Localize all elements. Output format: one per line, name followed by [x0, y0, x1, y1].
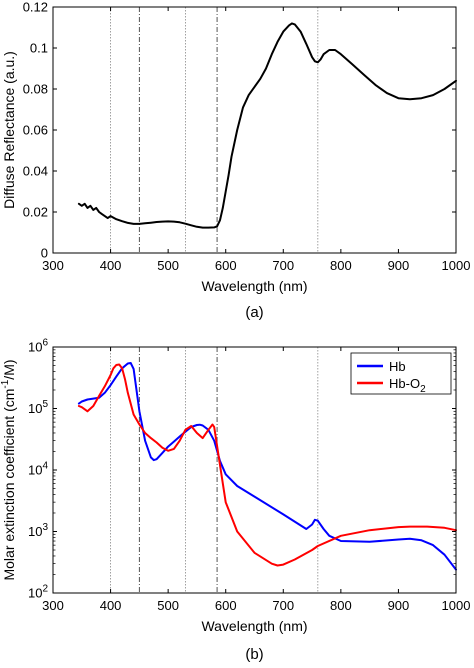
panel-b-y-ticks: 102 103 104 105 106 — [28, 338, 456, 601]
x-tick-label: 500 — [157, 258, 179, 273]
legend-box — [350, 352, 452, 395]
panel-a-x-ticks: 300 400 500 600 700 800 900 1000 — [42, 7, 470, 273]
y-tick-label: 0.06 — [23, 123, 48, 138]
x-tick-label: 300 — [42, 258, 64, 273]
x-tick-label: 800 — [330, 598, 352, 613]
x-tick-label: 900 — [388, 598, 410, 613]
y-tick-label: 105 — [28, 399, 48, 416]
x-tick-label: 700 — [272, 258, 294, 273]
y-tick-label: 106 — [28, 338, 48, 355]
panel-b-reference-lines — [110, 347, 319, 593]
panel-b-x-ticks: 300 400 500 600 700 800 900 1000 — [42, 347, 470, 613]
panel-b-x-axis-label: Wavelength (nm) — [201, 618, 307, 634]
panel-a-series — [77, 22, 457, 229]
panel-a-x-axis-label: Wavelength (nm) — [201, 278, 307, 294]
x-tick-label: 600 — [215, 258, 237, 273]
panel-a-reference-lines — [110, 7, 319, 253]
panel-a-axes-frame — [52, 6, 457, 254]
x-tick-label: 700 — [272, 598, 294, 613]
y-tick-label: 0.12 — [23, 0, 48, 15]
x-tick-label: 1000 — [442, 598, 471, 613]
x-tick-label: 600 — [215, 598, 237, 613]
x-tick-label: 400 — [100, 258, 122, 273]
panel-b-series — [77, 362, 457, 571]
series-line-reflectance — [77, 22, 457, 229]
panel-b-caption: (b) — [245, 646, 263, 663]
x-tick-label: 400 — [100, 598, 122, 613]
y-tick-label: 0 — [41, 246, 48, 261]
y-tick-label: 102 — [28, 584, 48, 601]
y-tick-label: 0.08 — [23, 82, 48, 97]
panel-b: 300 400 500 600 700 800 900 1000 10210310410510… — [0, 338, 470, 664]
panel-a-caption: (a) — [245, 304, 263, 321]
panel-a-y-axis-label: Diffuse Reflectance (a.u.) — [1, 51, 17, 209]
y-tick-label: 103 — [28, 522, 48, 539]
y-tick-label: 0.02 — [23, 205, 48, 220]
panel-a-y-ticks: 0 0.02 0.04 0.06 0.08 0.1 0.12 — [23, 0, 456, 261]
x-tick-label: 900 — [388, 258, 410, 273]
x-tick-label: 500 — [157, 598, 179, 613]
legend-label-hb: Hb — [389, 359, 406, 374]
x-tick-label: 300 — [42, 598, 64, 613]
x-tick-label: 1000 — [442, 258, 471, 273]
y-tick-label: 0.04 — [23, 164, 48, 179]
panel-b-legend: Hb Hb-O2 — [350, 352, 452, 395]
series-line-hb — [77, 362, 457, 571]
y-tick-label: 104 — [28, 461, 48, 478]
x-tick-label: 800 — [330, 258, 352, 273]
panel-b-y-axis-label: Molar extinction coefficient (cm-1/M) — [0, 359, 17, 580]
series-line-hb-o — [77, 363, 457, 567]
y-tick-label: 0.1 — [30, 41, 48, 56]
panel-a: 300 400 500 600 700 800 900 1000 00.020.040.060… — [1, 0, 470, 321]
legend-label-hbo2: Hb-O2 — [389, 376, 426, 395]
